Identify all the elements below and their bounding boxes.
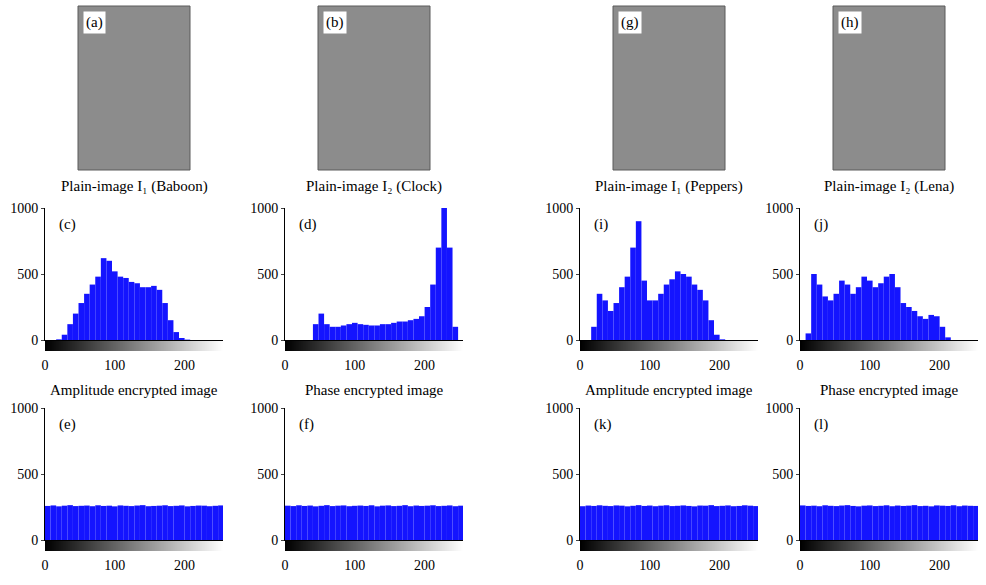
svg-text:1000: 1000 bbox=[250, 401, 278, 416]
svg-text:0: 0 bbox=[282, 558, 289, 573]
svg-text:200: 200 bbox=[174, 558, 195, 573]
svg-text:0: 0 bbox=[282, 358, 289, 373]
svg-text:200: 200 bbox=[929, 358, 950, 373]
svg-text:200: 200 bbox=[929, 558, 950, 573]
svg-text:500: 500 bbox=[257, 467, 278, 482]
svg-text:0: 0 bbox=[786, 333, 793, 348]
svg-text:500: 500 bbox=[257, 267, 278, 282]
svg-text:(e): (e) bbox=[59, 416, 76, 433]
svg-text:(g): (g) bbox=[621, 14, 639, 31]
svg-text:100: 100 bbox=[104, 558, 125, 573]
svg-text:0: 0 bbox=[271, 533, 278, 548]
svg-text:500: 500 bbox=[772, 267, 793, 282]
svg-text:(k): (k) bbox=[594, 416, 612, 433]
svg-text:(a): (a) bbox=[86, 14, 103, 31]
svg-text:Plain-image I₁ (Baboon): Plain-image I₁ (Baboon) bbox=[61, 178, 208, 195]
svg-text:100: 100 bbox=[639, 358, 660, 373]
svg-text:200: 200 bbox=[709, 558, 730, 573]
svg-text:Amplitude encrypted image: Amplitude encrypted image bbox=[50, 382, 218, 398]
svg-text:200: 200 bbox=[414, 358, 435, 373]
svg-text:1000: 1000 bbox=[10, 201, 38, 216]
svg-text:0: 0 bbox=[271, 333, 278, 348]
svg-text:(d): (d) bbox=[299, 216, 317, 233]
svg-text:0: 0 bbox=[566, 533, 573, 548]
svg-text:0: 0 bbox=[786, 533, 793, 548]
svg-text:500: 500 bbox=[17, 467, 38, 482]
svg-text:(j): (j) bbox=[814, 216, 828, 233]
svg-text:Phase encrypted image: Phase encrypted image bbox=[305, 382, 444, 398]
svg-text:1000: 1000 bbox=[765, 201, 793, 216]
svg-text:(b): (b) bbox=[326, 14, 344, 31]
svg-text:1000: 1000 bbox=[545, 401, 573, 416]
svg-text:Phase encrypted image: Phase encrypted image bbox=[820, 382, 959, 398]
svg-text:(f): (f) bbox=[299, 416, 314, 433]
svg-text:0: 0 bbox=[31, 333, 38, 348]
svg-text:1000: 1000 bbox=[10, 401, 38, 416]
svg-text:100: 100 bbox=[859, 358, 880, 373]
svg-text:(c): (c) bbox=[59, 216, 76, 233]
svg-text:0: 0 bbox=[797, 558, 804, 573]
svg-text:100: 100 bbox=[344, 558, 365, 573]
svg-text:0: 0 bbox=[577, 358, 584, 373]
svg-text:(h): (h) bbox=[841, 14, 859, 31]
svg-text:500: 500 bbox=[772, 467, 793, 482]
svg-text:0: 0 bbox=[566, 333, 573, 348]
svg-text:0: 0 bbox=[42, 358, 49, 373]
svg-text:100: 100 bbox=[859, 558, 880, 573]
svg-text:1000: 1000 bbox=[765, 401, 793, 416]
svg-text:0: 0 bbox=[797, 358, 804, 373]
svg-text:200: 200 bbox=[414, 558, 435, 573]
svg-text:Plain-image I₂ (Clock): Plain-image I₂ (Clock) bbox=[306, 178, 442, 195]
svg-text:0: 0 bbox=[577, 558, 584, 573]
svg-text:(l): (l) bbox=[814, 416, 828, 433]
svg-text:Amplitude encrypted image: Amplitude encrypted image bbox=[585, 382, 753, 398]
svg-text:100: 100 bbox=[104, 358, 125, 373]
svg-text:100: 100 bbox=[639, 558, 660, 573]
svg-text:(i): (i) bbox=[594, 216, 608, 233]
svg-text:0: 0 bbox=[31, 533, 38, 548]
svg-text:Plain-image I₁ (Peppers): Plain-image I₁ (Peppers) bbox=[595, 178, 743, 195]
svg-text:1000: 1000 bbox=[250, 201, 278, 216]
svg-text:1000: 1000 bbox=[545, 201, 573, 216]
svg-text:500: 500 bbox=[17, 267, 38, 282]
svg-text:500: 500 bbox=[552, 467, 573, 482]
svg-text:200: 200 bbox=[709, 358, 730, 373]
svg-text:200: 200 bbox=[174, 358, 195, 373]
svg-text:100: 100 bbox=[344, 358, 365, 373]
svg-text:Plain-image I₂ (Lena): Plain-image I₂ (Lena) bbox=[824, 178, 954, 195]
svg-text:500: 500 bbox=[552, 267, 573, 282]
svg-text:0: 0 bbox=[42, 558, 49, 573]
